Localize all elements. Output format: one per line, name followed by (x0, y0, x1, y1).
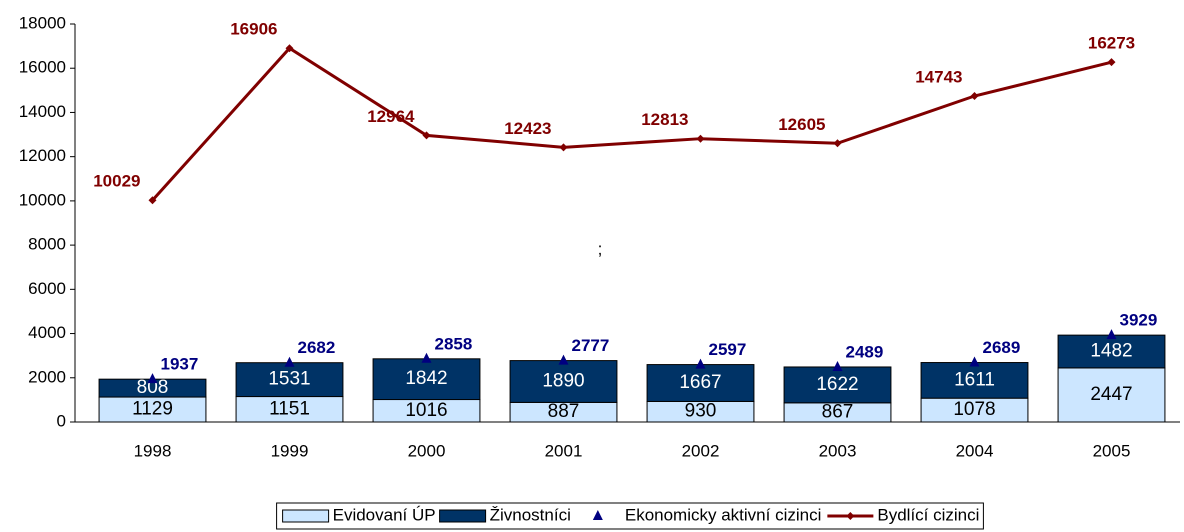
bar-segment (646, 364, 755, 402)
data-label: 1667 (679, 372, 721, 393)
data-label: 2682 (298, 338, 336, 357)
y-tick-label: 0 (57, 411, 66, 430)
legend-swatch (846, 512, 855, 520)
marker (695, 358, 706, 369)
marker (833, 139, 842, 148)
data-label: 1531 (268, 369, 310, 390)
marker (422, 131, 431, 140)
data-label: 12964 (367, 107, 415, 126)
bar-segment (372, 358, 481, 401)
bar-segment (509, 360, 618, 403)
y-tick-label: 14000 (19, 102, 66, 121)
data-label: 12605 (778, 115, 825, 134)
data-label: 930 (685, 401, 717, 422)
data-label: 16906 (230, 20, 277, 39)
data-label: 10029 (93, 172, 140, 191)
x-tick-label: 2004 (956, 441, 994, 460)
data-label: 1151 (269, 398, 310, 419)
data-label: 3929 (1120, 311, 1158, 330)
x-tick-label: 2003 (819, 441, 857, 460)
data-label: 1622 (816, 374, 858, 395)
y-tick-label: 2000 (28, 367, 66, 386)
marker (970, 92, 979, 101)
data-label: 14743 (915, 68, 962, 87)
bar-segment (235, 362, 344, 398)
x-tick-label: 1998 (134, 441, 172, 460)
legend-label: Živnostníci (490, 505, 571, 524)
data-label: 2777 (572, 336, 610, 355)
marker (1106, 329, 1117, 340)
marker (421, 352, 432, 363)
x-tick-label: 1999 (271, 441, 309, 460)
x-tick-label: 2005 (1093, 441, 1131, 460)
data-label: 2447 (1090, 384, 1132, 405)
bar-segment (783, 366, 892, 404)
marker (284, 356, 295, 367)
y-tick-label: 10000 (19, 190, 66, 209)
y-tick-label: 8000 (28, 235, 66, 254)
data-label: 1890 (542, 371, 584, 392)
data-label: 1129 (132, 399, 173, 420)
marker (696, 134, 705, 143)
data-label: 808 (137, 377, 169, 398)
y-tick-label: 12000 (19, 146, 66, 165)
legend-label: Bydlící cizinci (877, 505, 979, 524)
y-tick-label: 18000 (19, 13, 66, 32)
bar-segment (1057, 367, 1166, 423)
legend-swatch (592, 510, 603, 520)
x-tick-label: 2000 (408, 441, 446, 460)
marker (148, 196, 157, 205)
legend-swatch (282, 509, 330, 523)
marker (1107, 58, 1116, 67)
data-label: 867 (822, 401, 854, 422)
y-tick-label: 16000 (19, 58, 66, 77)
data-label: 2858 (435, 334, 473, 353)
legend-label: Evidovaní ÚP (333, 505, 436, 524)
legend-swatch (439, 509, 487, 523)
marker (558, 354, 569, 365)
marker (559, 143, 568, 152)
data-label: 1842 (405, 368, 447, 389)
line (151, 46, 1112, 202)
data-label: 2597 (709, 340, 747, 359)
x-tick-label: 2002 (682, 441, 720, 460)
marker (832, 360, 843, 371)
data-label: 12423 (504, 119, 551, 138)
data-label: 12813 (641, 110, 688, 129)
data-label: 2489 (846, 342, 884, 361)
data-label: 1482 (1090, 341, 1132, 362)
annotation: ; (598, 239, 603, 258)
data-label: 1937 (161, 355, 199, 374)
y-tick-label: 6000 (28, 279, 66, 298)
data-label: 2689 (983, 338, 1021, 357)
data-label: 16273 (1088, 34, 1135, 53)
x-tick-label: 2001 (545, 441, 583, 460)
y-tick-label: 4000 (28, 323, 66, 342)
bar-segment (98, 396, 207, 423)
marker (147, 373, 158, 384)
data-label: 887 (548, 401, 580, 422)
legend: Evidovaní ÚP Živnostníci Ekonomicky aktivn… (276, 502, 984, 530)
data-label: 1016 (405, 400, 447, 421)
legend-label: Ekonomicky aktivní cizinci (625, 505, 822, 524)
data-label: 1611 (954, 369, 995, 390)
marker (285, 44, 294, 53)
marker (969, 356, 980, 367)
data-label: 1078 (953, 399, 995, 420)
